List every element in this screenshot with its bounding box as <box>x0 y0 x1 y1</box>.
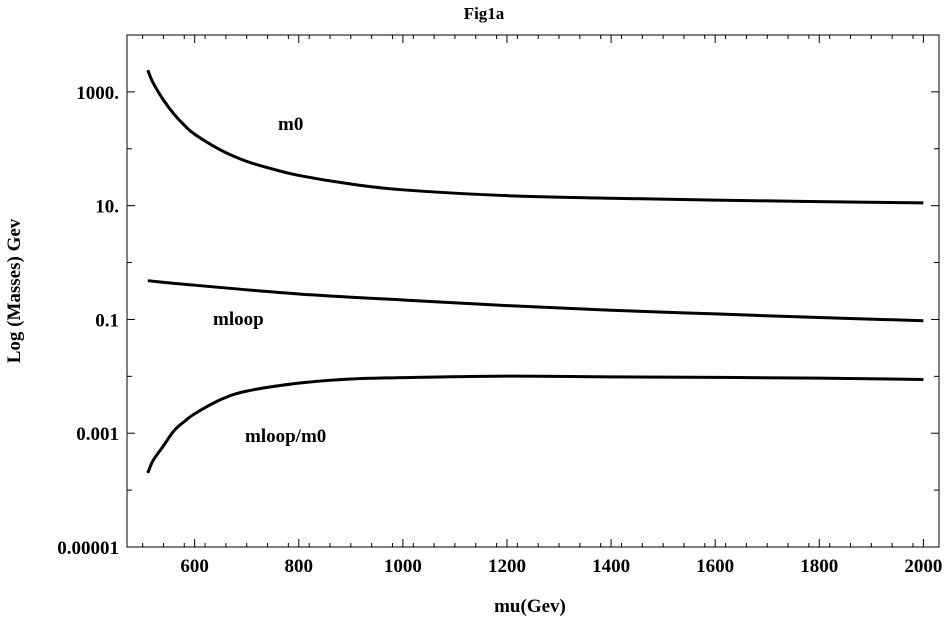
series-line-mloop-m0 <box>146 374 924 474</box>
series-lines <box>146 69 924 474</box>
x-tick-label: 1400 <box>592 556 630 577</box>
series-line-mloop <box>147 279 924 323</box>
y-tick-label: 0.1 <box>95 310 119 331</box>
x-tick-label: 2000 <box>904 556 942 577</box>
plot-frame <box>126 34 940 548</box>
x-tick-label: 800 <box>285 556 314 577</box>
chart-title: Fig1a <box>464 4 505 23</box>
x-axis: 600 800 1000 1200 1400 1600 1800 2000 <box>142 35 942 577</box>
y-axis: 0.00001 0.001 0.1 10. 1000. <box>57 34 939 559</box>
x-tick-label: 1800 <box>800 556 838 577</box>
x-tick-label: 1200 <box>488 556 526 577</box>
x-tick-label: 600 <box>180 556 209 577</box>
series-label-mloop: mloop <box>213 309 264 330</box>
series-annotations: m0 mloop mloop/m0 <box>213 114 326 447</box>
x-tick-label: 1000 <box>384 556 422 577</box>
y-tick-label: 0.00001 <box>57 538 119 559</box>
series-label-m0: m0 <box>278 114 303 135</box>
series-line-m0 <box>146 69 924 205</box>
y-tick-label: 0.001 <box>76 424 119 445</box>
series-label-mloop-m0: mloop/m0 <box>245 426 326 447</box>
y-tick-label: 1000. <box>76 83 119 104</box>
y-tick-label: 10. <box>95 197 119 218</box>
x-axis-label: mu(Gev) <box>494 596 566 617</box>
y-axis-label: Log (Masses) Gev <box>4 218 25 363</box>
x-tick-label: 1600 <box>696 556 734 577</box>
